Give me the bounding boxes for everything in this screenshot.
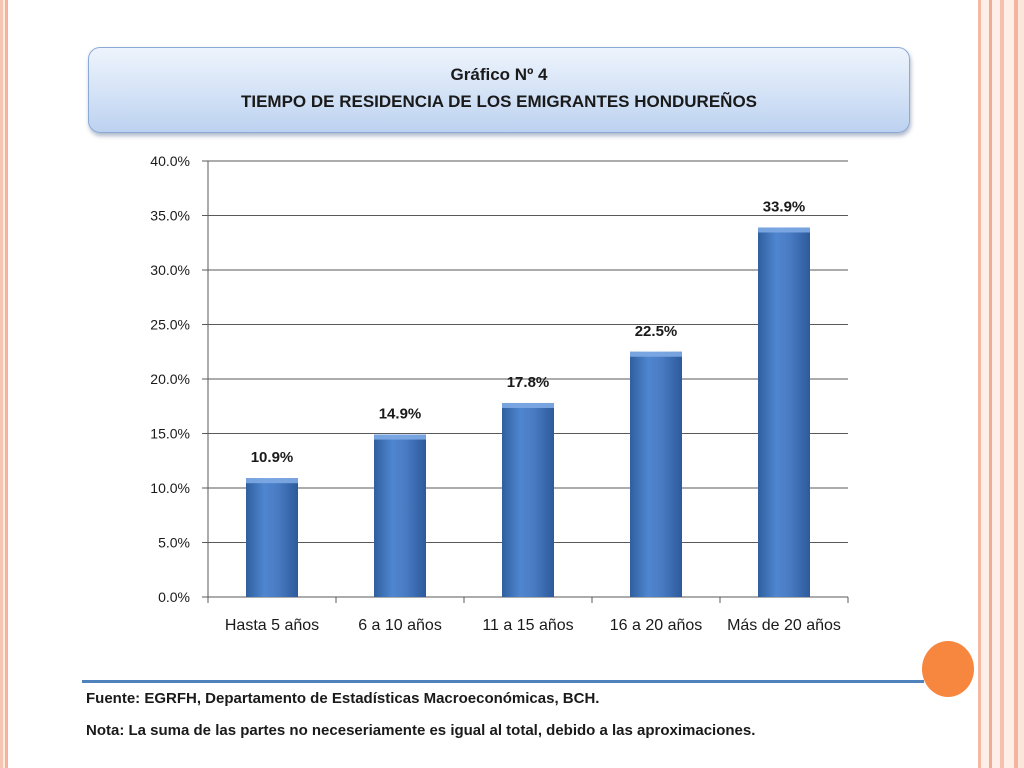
data-label: 33.9% bbox=[763, 198, 806, 215]
chart-title: TIEMPO DE RESIDENCIA DE LOS EMIGRANTES H… bbox=[240, 92, 758, 111]
bar-top-highlight bbox=[758, 227, 810, 233]
right-frame-decoration bbox=[978, 0, 1024, 768]
x-tick-label: 11 a 15 años bbox=[482, 617, 573, 634]
data-label: 17.8% bbox=[507, 374, 550, 391]
y-tick-label: 20.0% bbox=[150, 371, 190, 387]
bar-top-highlight bbox=[374, 434, 426, 440]
bar-top-highlight bbox=[630, 351, 682, 357]
note: Nota: La suma de las partes no neceseria… bbox=[86, 722, 756, 739]
x-tick-label: 6 a 10 años bbox=[358, 617, 442, 634]
bottom-divider bbox=[82, 680, 924, 683]
bar bbox=[758, 227, 810, 597]
source-note: Fuente: EGRFH, Departamento de Estadísti… bbox=[86, 690, 600, 707]
data-label: 22.5% bbox=[635, 323, 678, 340]
bar-top-highlight bbox=[246, 478, 298, 484]
y-tick-label: 30.0% bbox=[150, 262, 190, 278]
chart-title-box: Gráfico Nº 4 TIEMPO DE RESIDENCIA DE LOS… bbox=[88, 47, 910, 133]
data-label: 10.9% bbox=[251, 449, 294, 466]
chart-title-number: Gráfico Nº 4 bbox=[450, 65, 548, 84]
data-label: 14.9% bbox=[379, 406, 422, 423]
left-frame-decoration bbox=[0, 0, 8, 768]
bar bbox=[246, 478, 298, 597]
y-tick-label: 40.0% bbox=[150, 153, 190, 169]
bar-chart: 0.0% 5.0% 10.0% 15.0% 20.0% 25.0% 30.0% 35.0% 40… bbox=[150, 153, 849, 634]
bar bbox=[630, 351, 682, 597]
bar-top-highlight bbox=[502, 402, 554, 408]
x-tick-label: Más de 20 años bbox=[727, 617, 841, 634]
y-tick-label: 0.0% bbox=[158, 589, 190, 605]
y-tick-label: 10.0% bbox=[150, 480, 190, 496]
y-tick-label: 15.0% bbox=[150, 426, 190, 442]
bar bbox=[502, 402, 554, 597]
y-tick-label: 5.0% bbox=[158, 535, 190, 551]
orange-circle-decoration bbox=[922, 641, 974, 697]
bar bbox=[374, 434, 426, 597]
x-tick-label: Hasta 5 años bbox=[225, 617, 319, 634]
y-tick-label: 35.0% bbox=[150, 208, 190, 224]
y-tick-label: 25.0% bbox=[150, 317, 190, 333]
x-tick-label: 16 a 20 años bbox=[610, 617, 703, 634]
